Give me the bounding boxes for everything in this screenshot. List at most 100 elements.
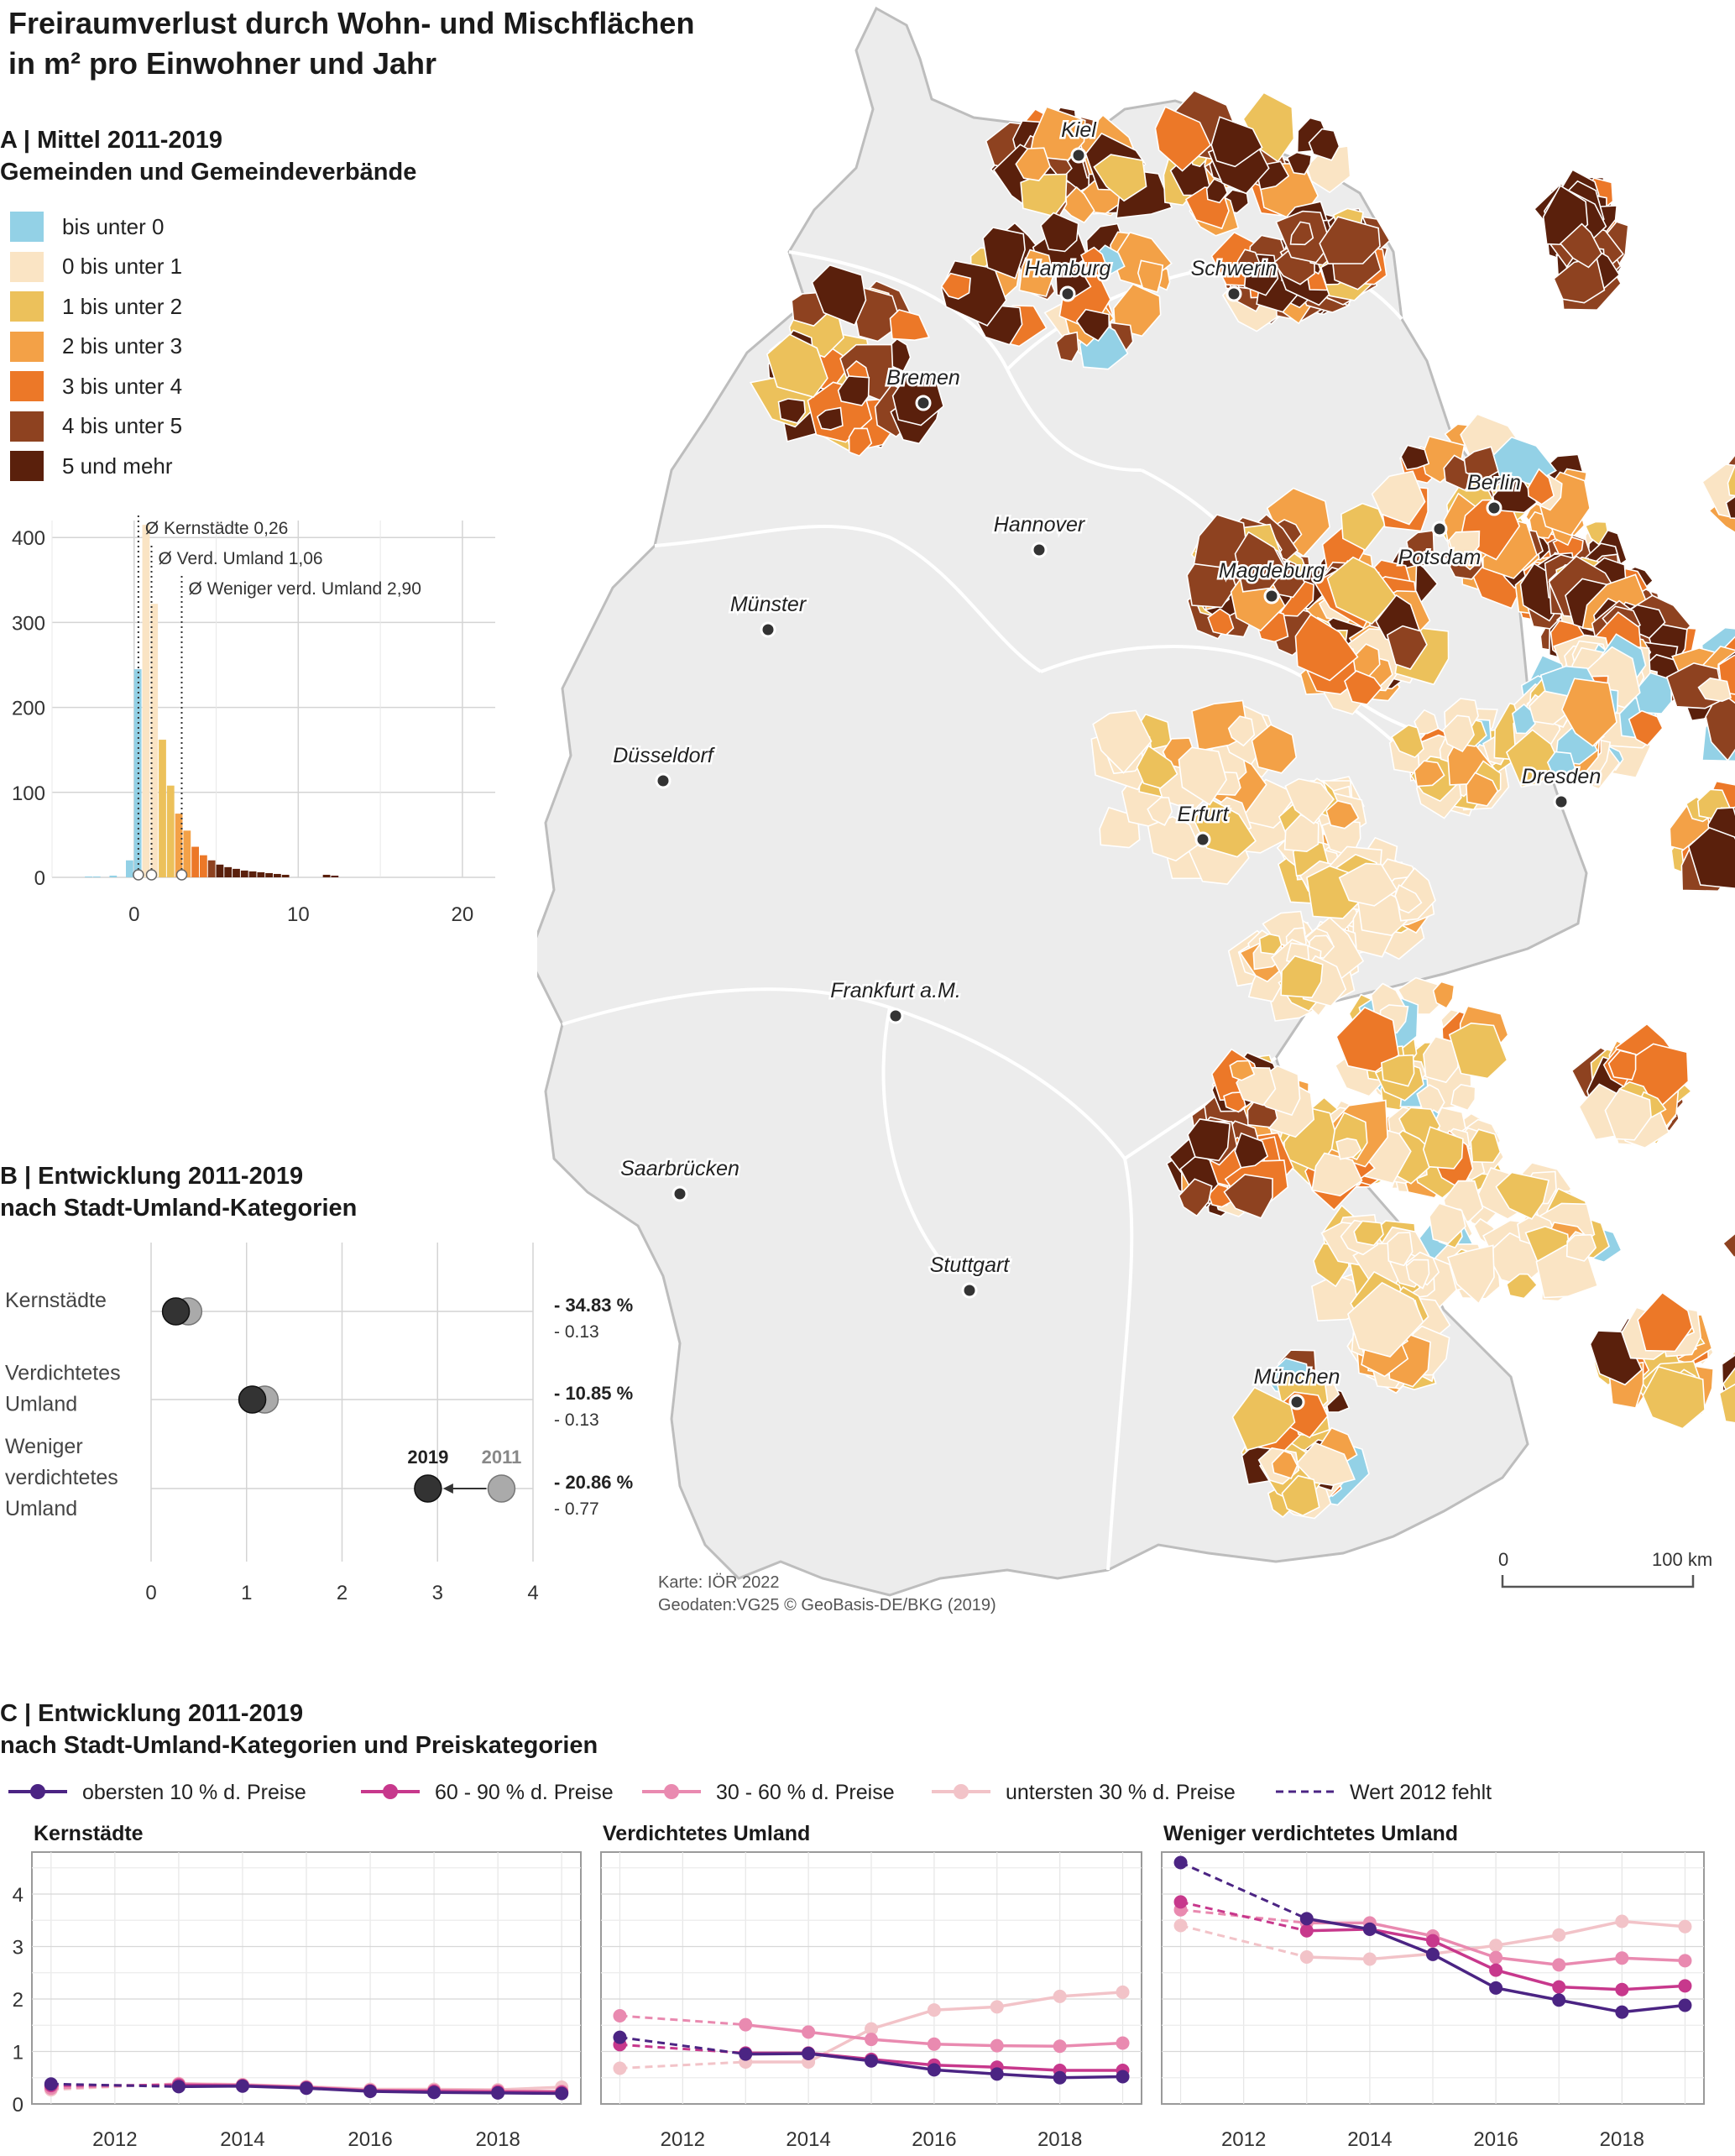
y-tick-label: 3 <box>13 1937 24 1960</box>
municipality <box>1607 1049 1637 1081</box>
municipality <box>1394 884 1423 914</box>
series-point <box>1678 1979 1692 1993</box>
municipality <box>1147 815 1199 862</box>
city-label: Magdeburg <box>1219 559 1325 583</box>
series-point <box>1678 1998 1692 2012</box>
municipality <box>1018 249 1054 297</box>
municipality <box>1565 1233 1597 1262</box>
city-marker: Hamburg <box>1022 255 1113 302</box>
municipality <box>1725 495 1735 520</box>
series-legend-item: untersten 30 % d. Preise <box>932 1781 1236 1804</box>
page-title: Freiraumverlust durch Wohn- und Mischflä… <box>8 3 694 84</box>
municipality <box>1207 608 1235 636</box>
city-marker: Schwerin <box>1189 255 1279 302</box>
legend-label: 2 bis unter 3 <box>62 333 183 358</box>
municipality <box>1251 724 1298 774</box>
legend-swatch <box>10 451 44 481</box>
municipality <box>1178 1178 1213 1217</box>
city-dot <box>760 621 776 638</box>
histogram-bar <box>274 873 281 877</box>
histogram-chart: 0 100 200 300 400 0 10 20 Ø Kernstädte 0,26 Ø Ver… <box>12 515 495 926</box>
section-a-heading: A | Mittel 2011-2019 Gemeinden und Gemei… <box>0 124 416 188</box>
series-point <box>1489 1950 1503 1965</box>
histogram-bar <box>183 830 191 877</box>
y-tick-label: 400 <box>12 527 45 550</box>
section-a-heading-line-2: Gemeinden und Gemeindeverbände <box>0 159 417 186</box>
municipality <box>1271 1450 1299 1479</box>
mean-marker <box>175 869 188 881</box>
legend-label: 3 bis unter 4 <box>62 373 183 399</box>
point-2019 <box>238 1385 267 1414</box>
municipality <box>1281 1474 1320 1516</box>
municipality <box>1446 1244 1495 1305</box>
municipality <box>1546 751 1576 780</box>
municipality <box>1371 470 1426 526</box>
legend-item: 0 bis unter 1 <box>10 251 182 282</box>
histogram-bar <box>142 525 150 877</box>
legend-swatch <box>10 371 44 401</box>
histogram-bar <box>233 868 240 877</box>
series-point <box>1426 1947 1440 1961</box>
y-tick-label: 100 <box>12 782 45 805</box>
city-label: Berlin <box>1467 471 1521 495</box>
city-label: Kiel <box>1061 118 1097 142</box>
series-point <box>491 2085 505 2100</box>
series-point <box>990 2038 1004 2053</box>
histogram-bar <box>150 604 159 877</box>
municipality <box>1319 216 1381 264</box>
series-point <box>1299 1923 1314 1938</box>
series-point <box>171 2080 186 2094</box>
municipality <box>1055 331 1079 363</box>
municipality <box>1147 796 1173 826</box>
y-tick-label: 4 <box>13 1884 24 1907</box>
municipality <box>1495 1171 1549 1220</box>
missing-2012-segment <box>50 2082 179 2088</box>
municipality <box>1718 1383 1735 1424</box>
municipality <box>1722 1232 1735 1260</box>
line-panel: Kernstädte 2012 2014 2016 2018 0 1 2 3 4 <box>13 1822 582 2151</box>
municipality <box>1470 1128 1502 1164</box>
city-dot <box>1059 285 1076 302</box>
series-legend-item: Wert 2012 fehlt <box>1276 1781 1492 1804</box>
municipality <box>1210 116 1263 168</box>
series-point <box>44 2077 58 2091</box>
municipality <box>1561 678 1617 747</box>
city-dot <box>1486 500 1502 516</box>
mean-annotation: Ø Weniger verd. Umland 2,90 <box>188 579 421 599</box>
histogram-bar <box>207 860 216 877</box>
municipality <box>811 264 867 327</box>
municipality <box>1015 147 1051 181</box>
missing-2012-segment <box>1180 1924 1308 1959</box>
municipality <box>1642 1365 1706 1430</box>
legend-marker <box>664 1784 679 1799</box>
series-legend-item: obersten 10 % d. Preise <box>8 1781 306 1804</box>
legend-label: 4 bis unter 5 <box>62 413 183 438</box>
histogram-bar <box>200 855 207 877</box>
municipality <box>1235 249 1262 277</box>
histogram-bar <box>240 870 248 877</box>
line-panel: Verdichtetes Umland 2012 2014 2016 2018 <box>600 1822 1142 2151</box>
municipality <box>1346 1281 1424 1358</box>
x-tick-label: 0 <box>145 1582 156 1604</box>
municipality <box>1386 625 1428 670</box>
city-label: Düsseldorf <box>613 744 716 767</box>
legend-swatch <box>10 331 44 362</box>
municipality <box>1154 106 1212 172</box>
legend-label: 5 und mehr <box>62 453 173 479</box>
regions <box>749 90 1735 1520</box>
panel-title: Weniger verdichtetes Umland <box>1163 1822 1458 1845</box>
marker-label-2011: 2011 <box>482 1447 522 1468</box>
abs-change: - 0.13 <box>554 1322 599 1342</box>
legend-swatch <box>10 251 44 282</box>
panel-title: Kernstädte <box>34 1822 144 1845</box>
series-point <box>990 2000 1004 2014</box>
municipality <box>1414 760 1445 788</box>
city-marker: Magdeburg <box>1216 557 1327 604</box>
municipality <box>1325 799 1360 829</box>
line-panel: Weniger verdichtetes Umland 2012 2014 2016 2… <box>1161 1822 1705 2151</box>
legend-item: bis unter 0 <box>10 212 164 242</box>
section-b-heading: B | Entwicklung 2011-2019 nach Stadt-Uml… <box>0 1160 357 1224</box>
series-point <box>1116 2070 1130 2084</box>
municipality <box>889 309 930 342</box>
series-point <box>739 2047 753 2061</box>
